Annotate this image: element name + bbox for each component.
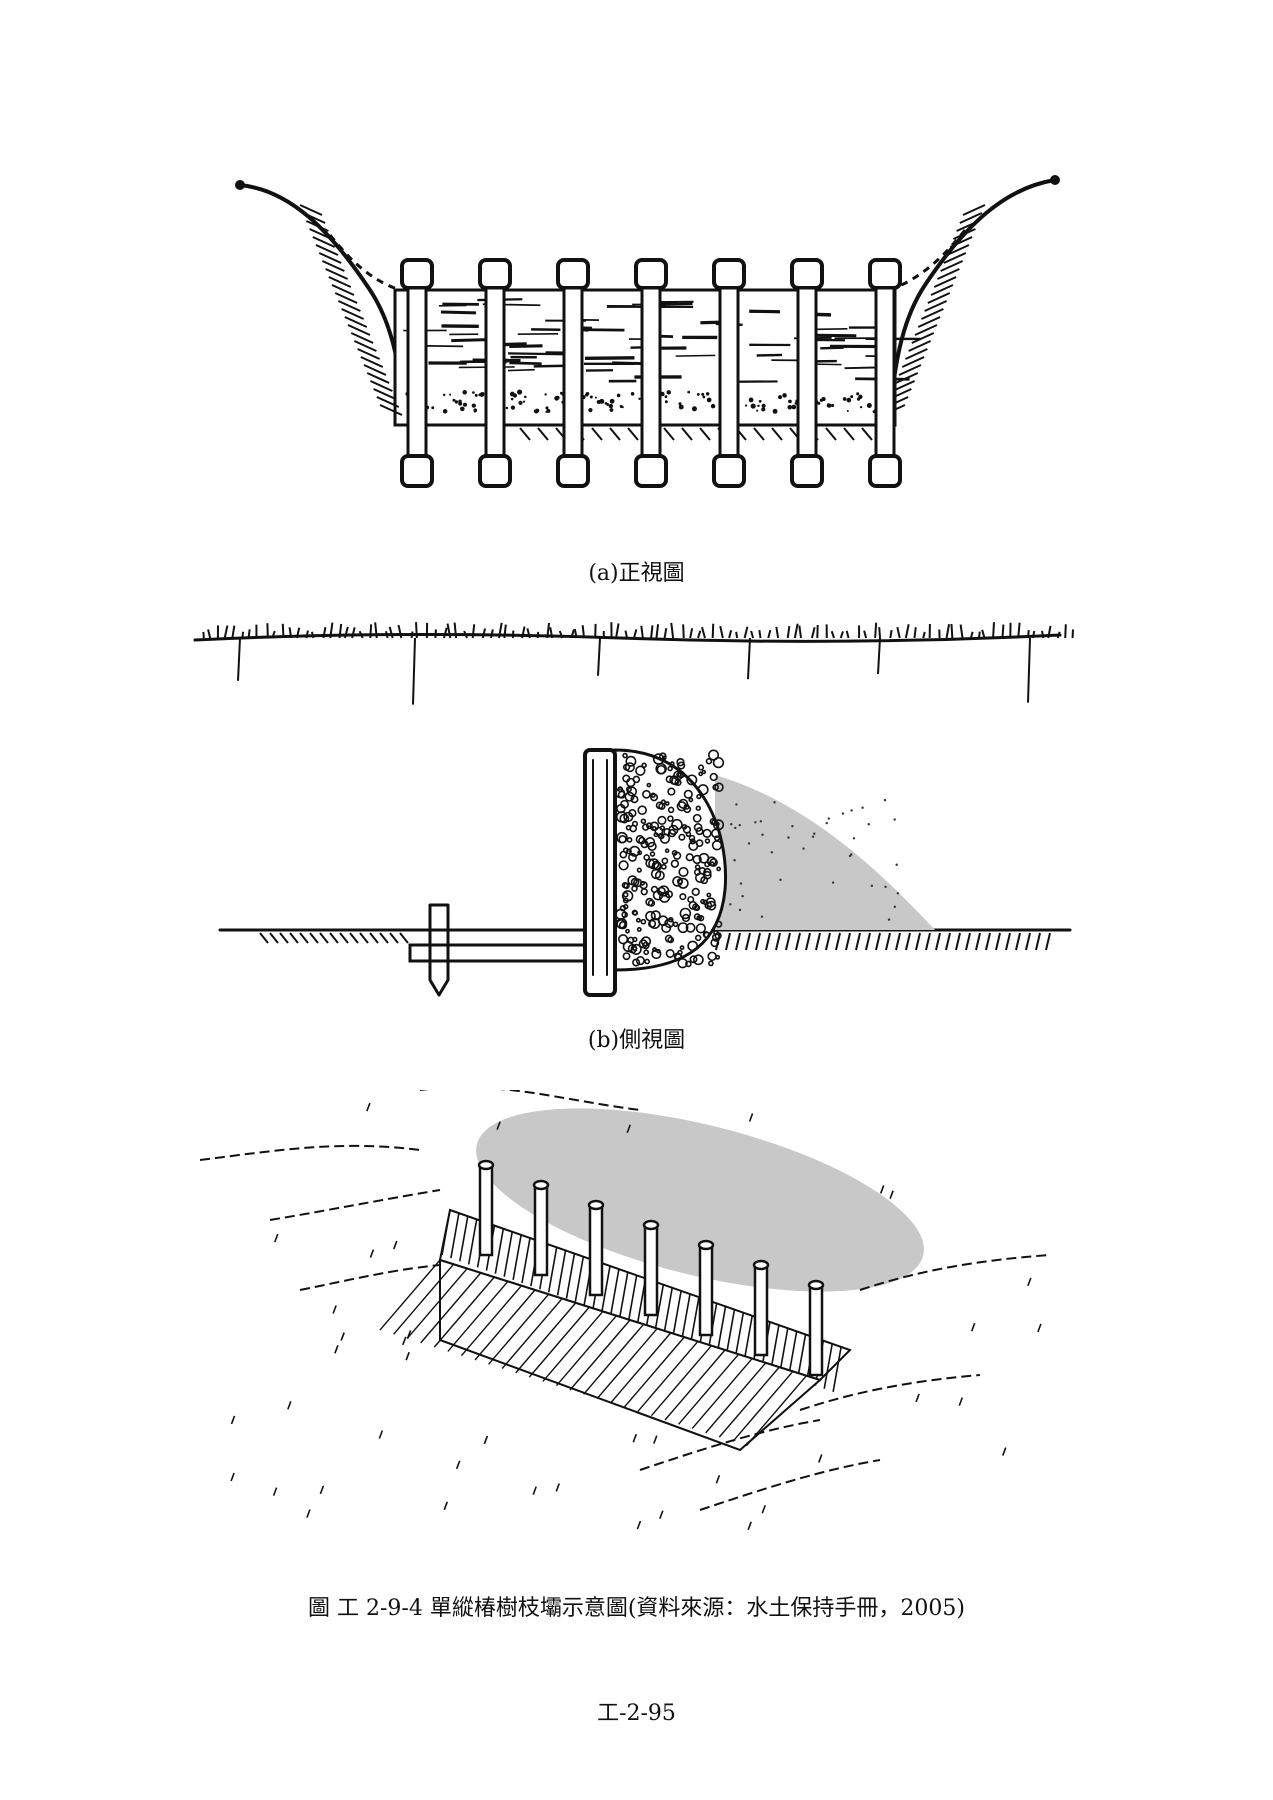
front-view-caption: (a)正視圖 (588, 561, 685, 586)
figure-caption: 圖 工 2-9-4 單縱椿樹枝壩示意圖(資料來源：水土保持手冊，2005) (308, 1596, 965, 1621)
page-number: 工-2-95 (597, 1701, 676, 1726)
grass-line-illustration (0, 600, 1273, 710)
front-view-illustration (0, 160, 1273, 540)
side-view-caption: (b)側視圖 (587, 1028, 686, 1053)
side-view-illustration (0, 740, 1273, 1010)
perspective-view-illustration (0, 1090, 1273, 1550)
